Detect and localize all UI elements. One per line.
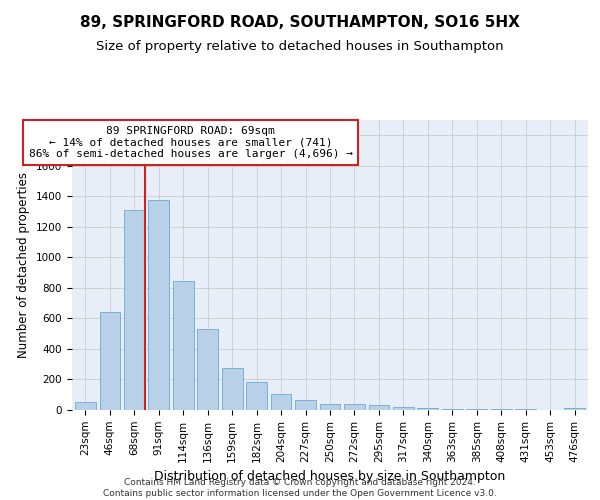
Bar	[515, 409, 536, 410]
Bar	[246, 382, 267, 410]
Text: 89, SPRINGFORD ROAD, SOUTHAMPTON, SO16 5HX: 89, SPRINGFORD ROAD, SOUTHAMPTON, SO16 5…	[80, 15, 520, 30]
Bar	[466, 409, 487, 410]
Y-axis label: Number of detached properties: Number of detached properties	[17, 172, 31, 358]
Bar	[148, 200, 169, 410]
Bar	[418, 408, 438, 410]
Bar	[271, 394, 292, 410]
Bar	[100, 312, 120, 410]
Bar	[173, 281, 194, 410]
Bar	[320, 404, 340, 410]
Bar	[124, 210, 145, 410]
Bar	[222, 368, 242, 410]
Bar	[368, 406, 389, 410]
Bar	[393, 406, 414, 410]
X-axis label: Distribution of detached houses by size in Southampton: Distribution of detached houses by size …	[154, 470, 506, 483]
Bar	[295, 400, 316, 410]
Text: Size of property relative to detached houses in Southampton: Size of property relative to detached ho…	[96, 40, 504, 53]
Bar	[564, 408, 585, 410]
Bar	[344, 404, 365, 410]
Bar	[491, 409, 512, 410]
Bar	[75, 402, 96, 410]
Text: Contains HM Land Registry data © Crown copyright and database right 2024.
Contai: Contains HM Land Registry data © Crown c…	[103, 478, 497, 498]
Bar	[442, 409, 463, 410]
Bar	[197, 329, 218, 410]
Text: 89 SPRINGFORD ROAD: 69sqm
← 14% of detached houses are smaller (741)
86% of semi: 89 SPRINGFORD ROAD: 69sqm ← 14% of detac…	[29, 126, 353, 159]
